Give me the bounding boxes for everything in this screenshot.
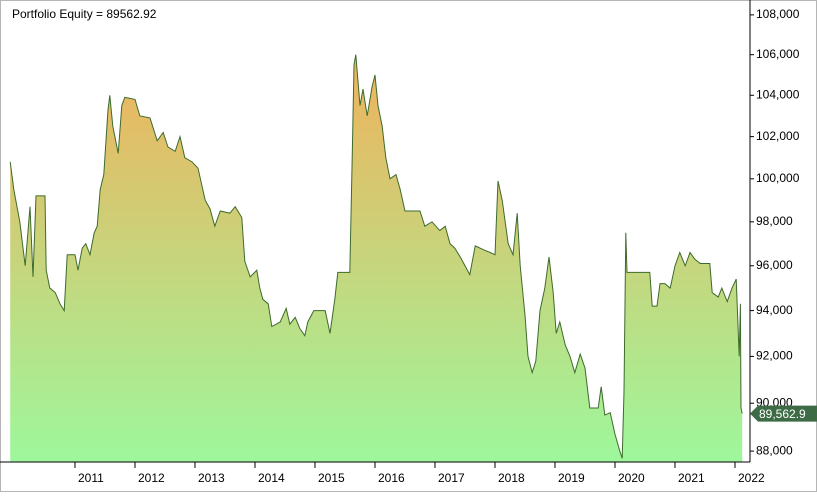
x-tick-label: 2016 bbox=[378, 471, 405, 485]
y-tick-label: 92,000 bbox=[756, 349, 793, 363]
x-tick-label: 2015 bbox=[318, 471, 345, 485]
x-tick-label: 2019 bbox=[558, 471, 585, 485]
y-tick-label: 104,000 bbox=[756, 87, 800, 101]
y-tick-label: 100,000 bbox=[756, 171, 800, 185]
y-tick-label: 96,000 bbox=[756, 258, 793, 272]
last-value-label: 89,562.9 bbox=[759, 407, 806, 421]
equity-line bbox=[9, 54, 743, 459]
x-tick-label: 2013 bbox=[198, 471, 225, 485]
y-tick-label: 94,000 bbox=[756, 303, 793, 317]
x-tick-label: 2020 bbox=[618, 471, 645, 485]
x-tick-label: 2017 bbox=[438, 471, 465, 485]
x-tick-label: 2021 bbox=[678, 471, 705, 485]
last-value-tag bbox=[750, 405, 817, 422]
y-tick-label: 98,000 bbox=[756, 214, 793, 228]
y-tick-label: 88,000 bbox=[756, 443, 793, 457]
x-tick-label: 2018 bbox=[498, 471, 525, 485]
x-tick-label: 2022 bbox=[738, 471, 765, 485]
equity-area bbox=[10, 54, 743, 462]
y-tick-label: 108,000 bbox=[756, 7, 800, 21]
x-tick-label: 2012 bbox=[138, 471, 165, 485]
y-tick-label: 102,000 bbox=[756, 129, 800, 143]
chart-title: Portfolio Equity = 89562.92 bbox=[12, 7, 157, 21]
x-tick-label: 2014 bbox=[258, 471, 285, 485]
x-tick-label: 2011 bbox=[78, 471, 104, 485]
y-tick-label: 106,000 bbox=[756, 47, 800, 61]
